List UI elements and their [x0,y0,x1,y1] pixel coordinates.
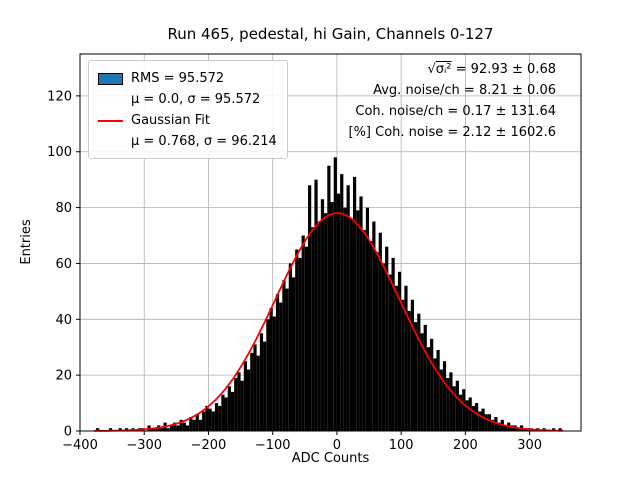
svg-text:40: 40 [55,313,72,328]
stats-line-sigma: √σᵢ² = 92.93 ± 0.68 [427,62,556,77]
svg-text:−200: −200 [191,438,227,453]
legend-entry-fit: Gaussian Fit μ = 0.768, σ = 96.214 [98,110,277,152]
legend-label-rms: RMS = 95.572 [131,71,225,86]
svg-text:200: 200 [453,438,478,453]
fit-line-swatch-icon [98,119,123,122]
svg-text:−400: −400 [62,438,98,453]
svg-text:60: 60 [55,257,72,272]
svg-text:0: 0 [333,438,341,453]
chart-title: Run 465, pedestal, hi Gain, Channels 0-1… [167,25,494,43]
svg-text:−300: −300 [126,438,162,453]
stats-line-coh-noise-pct: [%] Coh. noise = 2.12 ± 1602.6 [348,125,557,140]
svg-text:100: 100 [47,145,72,160]
legend-label-fit: Gaussian Fit [131,113,211,128]
stats-line-coh-noise: Coh. noise/ch = 0.17 ± 131.64 [355,104,556,119]
svg-text:120: 120 [47,89,72,104]
svg-text:20: 20 [55,369,72,384]
legend-label-hist-params: μ = 0.0, σ = 95.572 [131,92,261,107]
stats-annotations: √σᵢ² = 92.93 ± 0.68 Avg. noise/ch = 8.21… [349,59,557,143]
svg-text:−100: −100 [255,438,291,453]
svg-text:300: 300 [517,438,542,453]
svg-text:100: 100 [389,438,414,453]
legend: RMS = 95.572 μ = 0.0, σ = 95.572 Gaussia… [88,60,288,159]
y-axis-label: Entries [19,219,34,265]
x-axis-label: ADC Counts [291,451,370,466]
histogram-swatch-icon [98,72,123,85]
sqrt-radical-icon: √ [427,62,436,77]
legend-label-fit-params: μ = 0.768, σ = 96.214 [131,134,277,149]
legend-entry-histogram: RMS = 95.572 μ = 0.0, σ = 95.572 [98,68,277,110]
stats-line-avg-noise: Avg. noise/ch = 8.21 ± 0.06 [373,83,556,98]
svg-text:80: 80 [55,201,72,216]
svg-text:0: 0 [64,425,72,440]
